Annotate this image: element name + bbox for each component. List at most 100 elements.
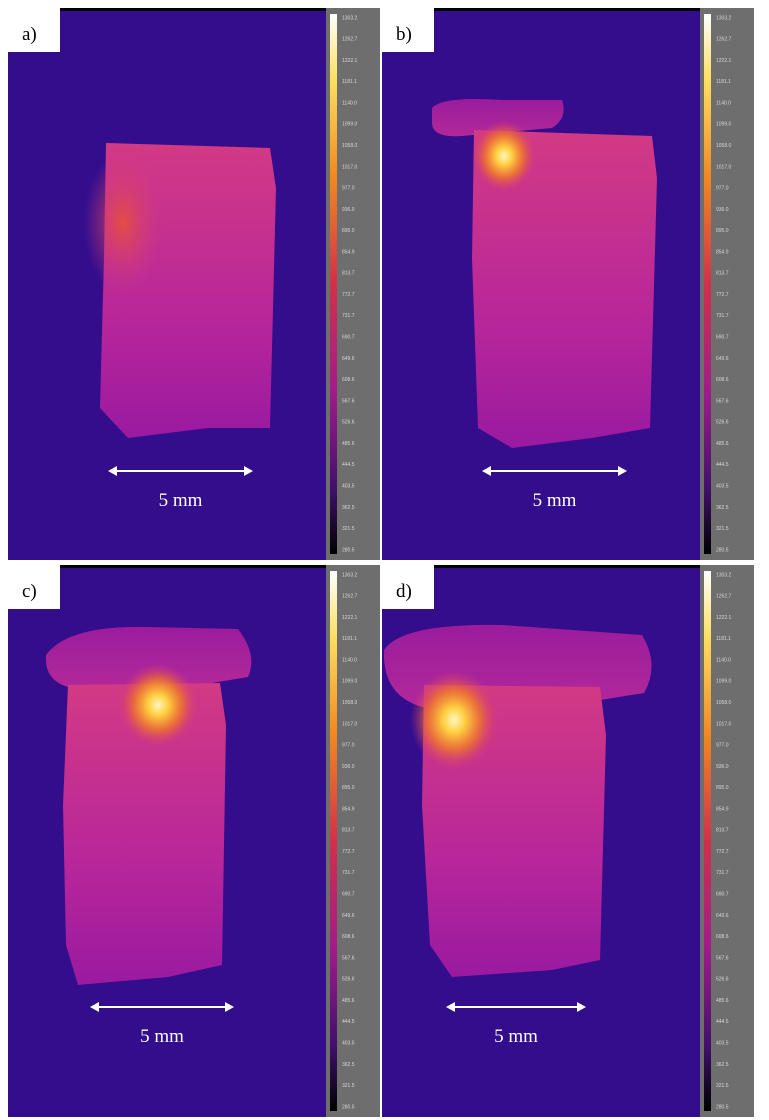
colorbar-label: 485.6 [716,441,729,447]
colorbar-label: 526.6 [342,977,355,983]
colorbar-label: 608.6 [716,377,729,383]
colorbar-label: 444.5 [342,462,355,468]
thermal-figure: 1303.2 1262.7 1222.1 1181.1 1140.0 1099.0 1058… [0,0,769,1120]
colorbar-label: 936.0 [716,207,729,213]
colorbar-label: 1181.1 [716,636,731,642]
scale-label: 5 mm [494,1026,538,1047]
thermal-panel: 1303.21262.71222.11181.11140.01099.01058… [382,565,754,1117]
colorbar-label: 690.7 [716,335,729,341]
colorbar-label: 649.6 [716,356,729,362]
colorbar-label: 1017.0 [716,721,732,727]
colorbar-label: 403.5 [716,483,729,489]
colorbar-label: 977.0 [342,186,355,192]
colorbar-label: 321.5 [716,526,729,532]
colorbar-label: 1303.2 [716,15,732,21]
colorbar-label: 567.6 [342,398,355,404]
colorbar-label: 1058.0 [716,143,732,149]
panel-label: d) [396,581,412,602]
hot-spot [118,663,198,747]
colorbar-label: 1262.7 [342,594,358,600]
colorbar-label: 1303.2 [342,15,358,21]
hot-spot [83,153,163,293]
colorbar-label: 1099.0 [716,122,732,128]
colorbar-label: 485.6 [342,441,355,447]
colorbar-label: 1140.0 [342,100,357,106]
colorbar-label: 1181.1 [342,79,357,85]
colorbar [330,14,337,554]
colorbar-label: 362.5 [716,505,729,511]
colorbar-label: 321.5 [716,1083,729,1089]
colorbar-label: 567.6 [716,398,729,404]
colorbar-label: 608.6 [342,377,355,383]
colorbar-label: 280.5 [342,1104,355,1110]
colorbar-label: 936.0 [716,764,729,770]
colorbar-label: 1181.1 [342,636,357,642]
hot-spot [410,670,498,770]
colorbar-label: 444.5 [716,462,729,468]
colorbar-label: 1099.0 [716,679,732,685]
colorbar-label: 362.5 [716,1062,729,1068]
colorbar-label: 772.7 [342,292,355,298]
colorbar-label: 649.6 [342,356,355,362]
colorbar-label: 731.7 [716,313,729,319]
colorbar-label: 1222.1 [716,615,732,621]
colorbar-label: 813.7 [342,828,355,834]
colorbar-label: 1140.0 [342,657,357,663]
colorbar-label: 403.5 [342,483,355,489]
colorbar-label: 690.7 [342,335,355,341]
colorbar-label: 731.7 [342,870,355,876]
colorbar-label: 854.9 [342,249,355,255]
colorbar-label: 1140.0 [716,100,731,106]
colorbar-label: 772.7 [716,849,729,855]
colorbar-label: 895.0 [716,228,729,234]
colorbar-label: 772.7 [342,849,355,855]
colorbar-label: 1303.2 [716,572,732,578]
colorbar-label: 813.7 [716,271,729,277]
colorbar-label: 649.6 [716,913,729,919]
colorbar-label: 362.5 [342,1062,355,1068]
colorbar-label: 977.0 [716,743,729,749]
colorbar-label: 1017.0 [342,164,358,170]
colorbar-label: 1262.7 [716,37,732,43]
scale-label: 5 mm [140,1026,184,1047]
colorbar-label: 977.0 [342,743,355,749]
colorbar-label: 772.7 [716,292,729,298]
colorbar-label: 649.6 [342,913,355,919]
colorbar-label: 813.7 [342,271,355,277]
colorbar-label: 1181.1 [716,79,731,85]
colorbar-label: 321.5 [342,526,355,532]
hot-spot [472,120,536,192]
colorbar-label: 1058.0 [716,700,732,706]
colorbar-label: 731.7 [716,870,729,876]
colorbar-label: 895.0 [342,785,355,791]
colorbar-label: 362.5 [342,505,355,511]
colorbar-label: 444.5 [342,1019,355,1025]
scale-label: 5 mm [159,490,203,511]
colorbar-label: 1262.7 [342,37,358,43]
thermal-panel: 1303.21262.71222.11181.11140.01099.01058… [8,8,380,560]
thermal-panel: 1303.21262.71222.11181.11140.01099.01058… [8,565,380,1117]
colorbar-label: 403.5 [342,1040,355,1046]
colorbar-label: 1017.0 [342,721,358,727]
thermal-panel: 1303.21262.71222.11181.11140.01099.01058… [382,8,754,560]
colorbar-label: 280.5 [342,547,355,553]
colorbar-label: 567.6 [342,955,355,961]
colorbar-label: 1222.1 [342,58,358,64]
panel-label: b) [396,24,412,45]
colorbar-label: 936.0 [342,764,355,770]
colorbar-label: 526.6 [342,420,355,426]
colorbar-label: 936.0 [342,207,355,213]
colorbar-label: 526.6 [716,420,729,426]
colorbar-label: 321.5 [342,1083,355,1089]
colorbar-label: 690.7 [342,892,355,898]
colorbar-label: 977.0 [716,186,729,192]
colorbar-label: 485.6 [342,998,355,1004]
colorbar-label: 690.7 [716,892,729,898]
colorbar-label: 1017.0 [716,164,732,170]
panel-label: c) [22,581,37,602]
colorbar-label: 567.6 [716,955,729,961]
colorbar-label: 403.5 [716,1040,729,1046]
colorbar-label: 1058.0 [342,700,358,706]
colorbar-label: 1222.1 [342,615,358,621]
colorbar-label: 854.9 [342,806,355,812]
